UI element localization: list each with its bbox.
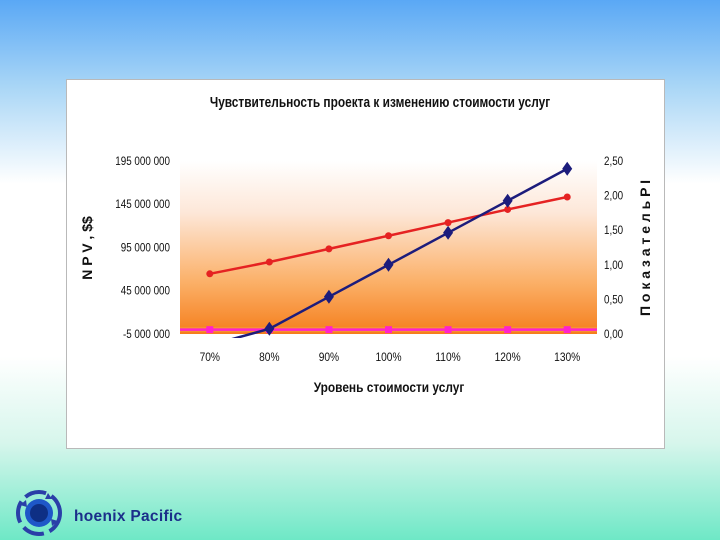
y-axis-label: N P V , $$	[79, 216, 95, 280]
pi-point	[265, 258, 273, 266]
y-axis-ticks: 195 000 000 145 000 000 95 000 000 45 000 0…	[115, 155, 170, 341]
brand-name: hoenix Pacific	[74, 508, 183, 525]
npv-point	[562, 161, 573, 176]
npv-point	[383, 257, 394, 272]
y2-tick-label: 2,50	[604, 155, 623, 168]
x-axis-label: Уровень стоимости услуг	[314, 379, 465, 395]
y-tick-label: 145 000 000	[115, 198, 170, 211]
npv-point	[502, 193, 513, 208]
y2-tick-label: 0,00	[604, 328, 623, 341]
base-point	[385, 326, 392, 334]
base-point	[444, 326, 452, 334]
y-tick-label: 195 000 000	[115, 155, 170, 168]
phoenix-logo-icon	[16, 490, 62, 536]
pi-point	[444, 219, 452, 227]
pi-point	[325, 245, 333, 253]
pi-point	[563, 193, 571, 201]
x-axis-ticks: 70% 80% 90% 100% 110% 120% 130%	[200, 351, 581, 364]
x-tick-label: 100%	[375, 351, 401, 364]
y2-tick-label: 0,50	[604, 294, 623, 307]
y-tick-label: 95 000 000	[121, 242, 170, 255]
sensitivity-chart: Чувствительность проекта к изменению сто…	[79, 94, 653, 395]
pi-point	[385, 232, 392, 240]
chart-title: Чувствительность проекта к изменению сто…	[210, 94, 551, 110]
y-tick-label: -5 000 000	[123, 328, 170, 341]
series-layer	[180, 161, 597, 338]
series-line-npv	[231, 167, 568, 338]
y2-axis-ticks: 2,50 2,00 1,50 1,00 0,50 0,00	[604, 155, 623, 341]
pi-point	[504, 205, 512, 213]
y2-tick-label: 1,00	[604, 259, 623, 272]
npv-point	[264, 321, 275, 336]
x-tick-label: 130%	[554, 351, 580, 364]
base-point	[206, 326, 214, 334]
pi-point	[206, 270, 214, 278]
x-tick-label: 70%	[200, 351, 220, 364]
x-tick-label: 110%	[435, 351, 460, 364]
base-point	[504, 326, 512, 334]
y2-tick-label: 2,00	[604, 190, 623, 203]
npv-point	[323, 289, 334, 304]
base-point	[325, 326, 333, 334]
y-tick-label: 45 000 000	[121, 285, 170, 298]
chart-panel: Чувствительность проекта к изменению сто…	[66, 79, 665, 449]
brand: hoenix Pacific	[14, 487, 214, 537]
y2-tick-label: 1,50	[604, 224, 623, 237]
x-tick-label: 120%	[495, 351, 521, 364]
x-tick-label: 90%	[319, 351, 339, 364]
x-tick-label: 80%	[259, 351, 279, 364]
base-point	[563, 326, 571, 334]
y2-axis-label: П о к а з а т е л ь P I	[637, 180, 653, 316]
npv-point	[443, 225, 454, 240]
